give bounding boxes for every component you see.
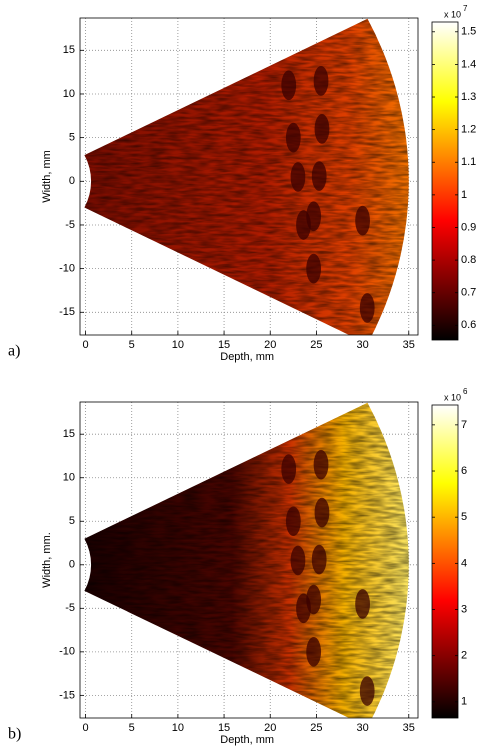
x-tick-label: 0 bbox=[82, 722, 88, 734]
colorbar-tick-label: 4 bbox=[461, 557, 467, 569]
speckle bbox=[84, 18, 409, 335]
colorbar-multiplier: x 10 bbox=[444, 9, 461, 19]
inclusion bbox=[281, 70, 297, 101]
inclusion bbox=[314, 114, 330, 144]
inclusion bbox=[285, 122, 301, 153]
y-tick-label: 0 bbox=[69, 175, 75, 187]
axes-box bbox=[79, 401, 419, 719]
x-tick-label: 25 bbox=[310, 722, 322, 734]
colorbar-tick-label: 2 bbox=[461, 650, 467, 662]
x-tick-label: 15 bbox=[218, 722, 230, 734]
colorbar-tick-label: 1.2 bbox=[461, 124, 476, 136]
inclusion bbox=[281, 454, 297, 484]
colorbar bbox=[431, 21, 459, 341]
inclusion bbox=[311, 544, 327, 575]
colorbar-tick-label: 1 bbox=[461, 696, 467, 708]
colorbar-tick-label: 0.6 bbox=[461, 319, 476, 331]
colorbar-tick-label: 5 bbox=[461, 511, 467, 523]
speckle bbox=[84, 402, 409, 718]
y-tick-label: 5 bbox=[69, 132, 75, 144]
x-axis-label: Depth, mm bbox=[220, 351, 274, 363]
colorbar-tick-label: 1.1 bbox=[461, 156, 476, 168]
x-tick-label: 30 bbox=[356, 722, 368, 734]
inclusion bbox=[285, 506, 301, 537]
x-tick-label: 35 bbox=[403, 339, 415, 351]
y-tick-label: 5 bbox=[69, 515, 75, 527]
x-tick-label: 0 bbox=[82, 339, 88, 351]
x-tick-label: 5 bbox=[129, 722, 135, 734]
y-tick-label: 15 bbox=[63, 44, 75, 56]
inclusion bbox=[355, 589, 370, 619]
x-tick-label: 20 bbox=[264, 722, 276, 734]
x-tick-label: 30 bbox=[356, 339, 368, 351]
panel-label: b) bbox=[8, 726, 21, 743]
y-tick-label: -5 bbox=[65, 219, 75, 231]
colorbar-tick-label: 0.8 bbox=[461, 254, 476, 266]
axes-box bbox=[79, 17, 419, 336]
inclusion bbox=[296, 593, 311, 624]
x-tick-label: 25 bbox=[310, 339, 322, 351]
x-tick-label: 10 bbox=[172, 339, 184, 351]
y-tick-label: 10 bbox=[63, 472, 75, 484]
y-tick-label: 0 bbox=[69, 559, 75, 571]
inclusion bbox=[313, 66, 329, 96]
colorbar-tick-label: 1.5 bbox=[461, 26, 476, 38]
y-tick-label: 15 bbox=[63, 428, 75, 440]
colorbar-tick-label: 0.7 bbox=[461, 287, 476, 299]
y-tick-label: -10 bbox=[59, 646, 75, 658]
inclusion bbox=[311, 161, 327, 191]
colorbar bbox=[431, 404, 459, 719]
inclusion bbox=[313, 449, 329, 480]
panel-label: a) bbox=[8, 343, 20, 360]
x-tick-label: 35 bbox=[403, 722, 415, 734]
inclusion bbox=[306, 253, 322, 284]
y-tick-label: -15 bbox=[59, 306, 75, 318]
x-tick-label: 20 bbox=[264, 339, 276, 351]
inclusion bbox=[355, 205, 370, 236]
colorbar-exponent: 7 bbox=[463, 4, 468, 13]
inclusion bbox=[290, 162, 306, 192]
colorbar-multiplier: x 10 bbox=[444, 392, 461, 402]
inclusion bbox=[359, 293, 375, 323]
colorbar-tick-label: 1.3 bbox=[461, 91, 476, 103]
colorbar-tick-label: 1.4 bbox=[461, 58, 476, 70]
sector-image bbox=[84, 402, 409, 718]
colorbar-tick-label: 3 bbox=[461, 603, 467, 615]
y-tick-label: -15 bbox=[59, 689, 75, 701]
inclusion bbox=[290, 545, 306, 576]
x-tick-label: 15 bbox=[218, 339, 230, 351]
x-tick-label: 10 bbox=[172, 722, 184, 734]
inclusion bbox=[306, 637, 322, 667]
y-axis-label: Width, mm. bbox=[41, 532, 53, 588]
colorbar-tick-label: 7 bbox=[461, 419, 467, 431]
y-tick-label: 10 bbox=[63, 88, 75, 100]
y-tick-label: -5 bbox=[65, 602, 75, 614]
sector-image bbox=[84, 18, 409, 335]
colorbar-tick-label: 6 bbox=[461, 465, 467, 477]
inclusion bbox=[314, 497, 330, 528]
inclusion bbox=[296, 210, 311, 240]
colorbar-tick-label: 1 bbox=[461, 189, 467, 201]
y-axis-label: Width, mm bbox=[41, 150, 53, 203]
x-axis-label: Depth, mm bbox=[220, 734, 274, 746]
inclusion bbox=[359, 676, 375, 706]
y-tick-label: -10 bbox=[59, 263, 75, 275]
x-tick-label: 5 bbox=[129, 339, 135, 351]
colorbar-tick-label: 0.9 bbox=[461, 221, 476, 233]
colorbar-exponent: 6 bbox=[463, 387, 468, 396]
